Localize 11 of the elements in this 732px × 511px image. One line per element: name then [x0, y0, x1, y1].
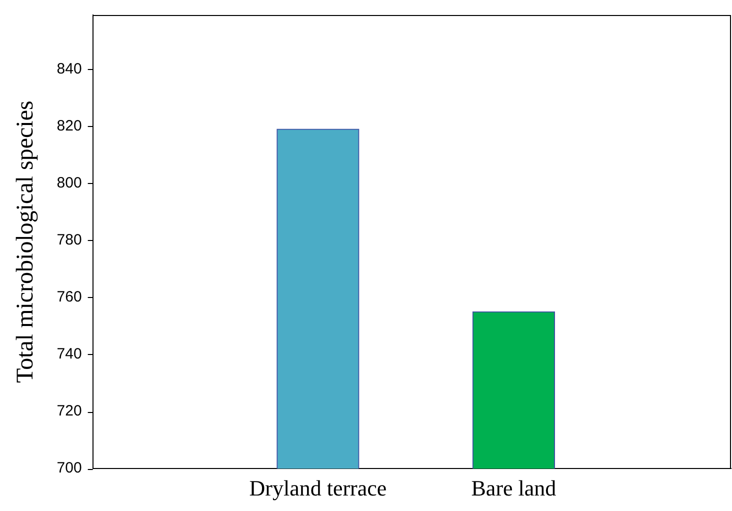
y-tick-label: 840	[56, 60, 82, 78]
y-tick-label: 740	[56, 346, 82, 363]
y-tick-label: 780	[56, 232, 82, 249]
x-tick-label: Bare land	[471, 476, 556, 501]
y-tick-label: 820	[56, 117, 82, 134]
y-tick-label: 720	[56, 402, 82, 420]
y-tick-label: 760	[56, 288, 82, 306]
y-tick-label: 800	[56, 174, 82, 192]
y-tick-label: 700	[56, 460, 82, 477]
x-tick-label: Dryland terrace	[249, 476, 387, 501]
y-axis-title: Total microbiological species	[12, 100, 39, 383]
